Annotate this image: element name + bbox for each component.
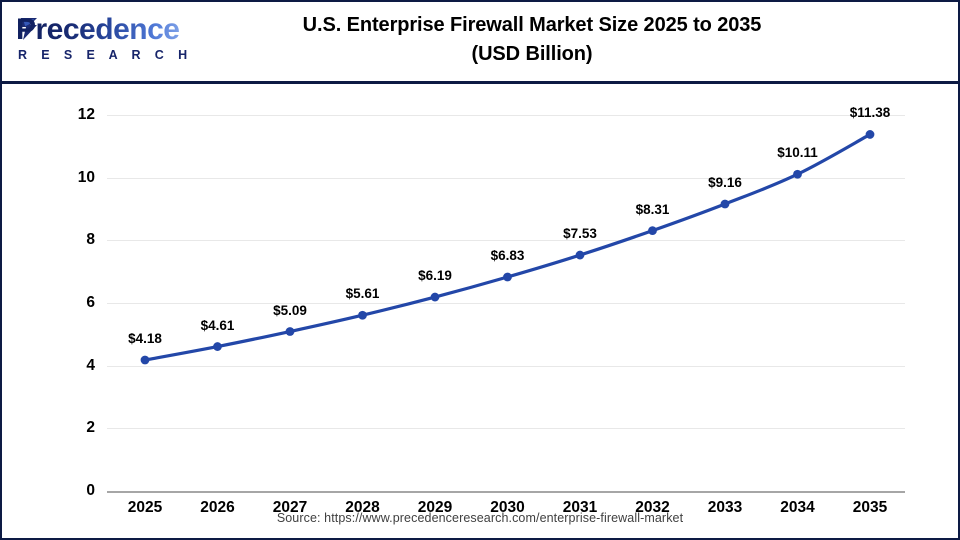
data-point-label: $8.31 xyxy=(635,201,670,217)
data-point-marker xyxy=(575,250,585,260)
header-divider xyxy=(2,81,958,84)
x-axis-tick-label: 2028 xyxy=(345,499,380,516)
x-axis-tick-label: 2029 xyxy=(417,499,453,516)
data-point-label: $7.53 xyxy=(563,226,597,242)
header-bar: Precedence R E S E A R C H U.S. Enterpri… xyxy=(2,2,958,81)
data-point-marker xyxy=(285,327,295,336)
page-title-line-2: (USD Billion) xyxy=(471,43,593,65)
data-point-label: $5.09 xyxy=(273,302,307,318)
x-axis-tick-label: 2030 xyxy=(490,499,525,516)
data-point-marker xyxy=(720,199,730,209)
x-axis-tick-label: 2035 xyxy=(852,499,888,516)
logo-wordmark: Precedence xyxy=(16,13,180,46)
y-axis-tick-label: 12 xyxy=(77,106,95,123)
y-axis-labels: 0 2 4 6 8 10 12 xyxy=(78,106,905,499)
gridline xyxy=(107,240,905,242)
x-axis-tick-label: 2033 xyxy=(707,499,743,516)
data-point-label: $4.18 xyxy=(128,331,162,347)
data-point-marker xyxy=(865,130,875,139)
y-axis-tick-label: 2 xyxy=(86,419,95,437)
gridline xyxy=(107,177,905,179)
data-point-marker xyxy=(430,292,440,302)
data-point-label: $6.83 xyxy=(490,247,525,263)
y-axis-tick-label: 4 xyxy=(86,356,95,374)
data-point-marker xyxy=(213,342,222,351)
data-point-label: $4.61 xyxy=(200,317,235,333)
y-axis-tick-label: 6 xyxy=(86,294,95,311)
x-axis-tick-label: 2025 xyxy=(127,499,163,516)
y-axis-tick-label: 10 xyxy=(77,168,95,186)
x-axis-tick-label: 2034 xyxy=(780,499,815,516)
gridline xyxy=(107,428,905,430)
x-axis-tick-label: 2027 xyxy=(272,499,308,516)
gridline xyxy=(107,365,905,367)
data-point-marker xyxy=(503,272,512,282)
data-point-label: $5.61 xyxy=(345,286,380,302)
y-axis-tick-label: 8 xyxy=(86,231,95,249)
logo-subtitle: R E S E A R C H xyxy=(18,48,193,62)
data-point-label: $10.11 xyxy=(777,145,818,161)
y-axis-tick-label: 0 xyxy=(86,482,95,499)
precedence-research-logo: Precedence R E S E A R C H xyxy=(16,13,187,65)
leaf-flag-icon xyxy=(21,18,37,40)
x-axis-line xyxy=(107,491,905,493)
x-axis-tick-label: 2032 xyxy=(635,499,670,516)
data-point-label: $9.16 xyxy=(708,174,742,190)
page-title: U.S. Enterprise Firewall Market Size 202… xyxy=(182,11,882,69)
data-point-marker xyxy=(648,226,657,236)
chart-area: $4.18 $4.61 $5.09 $5.61 $6.19 $6.83 $7.53 $8.31… xyxy=(2,84,958,538)
plot-region: $4.18 $4.61 $5.09 $5.61 $6.19 $6.83 $7.53 $8.31… xyxy=(107,105,905,493)
data-point-marker xyxy=(140,355,150,365)
data-point-marker xyxy=(358,310,367,320)
x-axis-labels: 2025 2026 2027 2028 2029 2030 2031 2032 2033 2034… xyxy=(107,499,905,525)
data-point-label: $11.38 xyxy=(849,105,891,121)
source-caption: Source: https://www.precedenceresearch.c… xyxy=(276,511,684,525)
data-point-label: $6.19 xyxy=(418,268,452,284)
page-title-line-1: U.S. Enterprise Firewall Market Size 202… xyxy=(302,14,762,36)
line-series xyxy=(140,130,875,365)
data-point-marker xyxy=(793,169,802,179)
gridline xyxy=(107,303,905,304)
x-axis-tick-label: 2026 xyxy=(200,499,235,516)
gridline xyxy=(107,115,905,116)
x-axis-tick-label: 2031 xyxy=(562,499,598,516)
